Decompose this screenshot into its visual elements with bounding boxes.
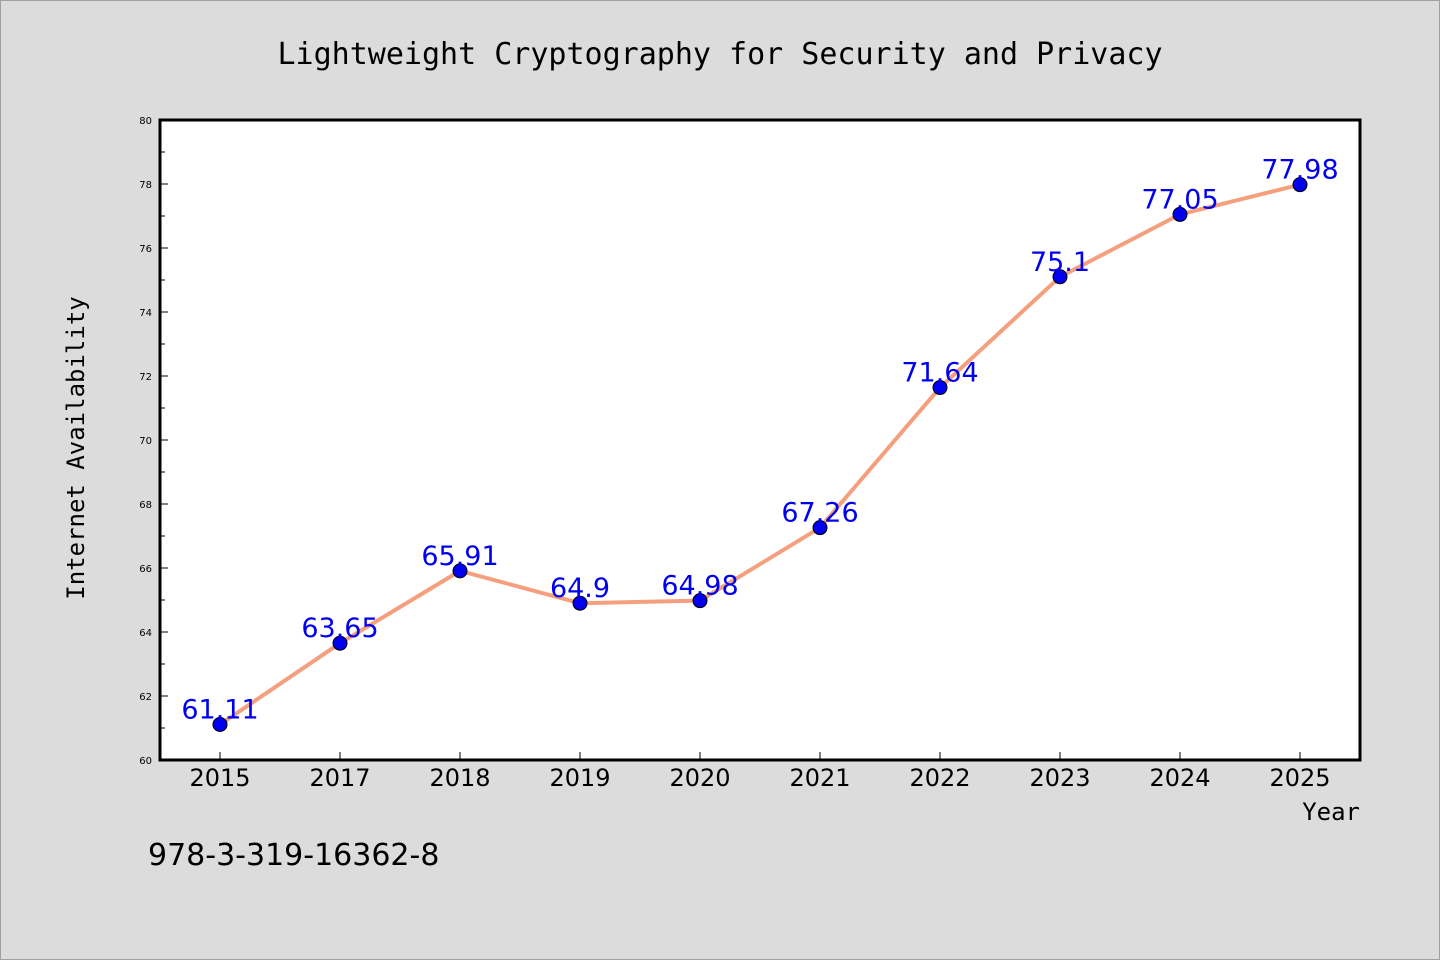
x-tick-label: 2017 [309, 764, 370, 792]
data-label: 65.91 [421, 541, 498, 572]
x-tick-label: 2015 [189, 764, 250, 792]
data-label: 77.98 [1261, 155, 1338, 186]
x-tick-label: 2019 [549, 764, 610, 792]
x-tick-label: 2020 [669, 764, 730, 792]
data-label: 77.05 [1141, 184, 1218, 215]
x-tick-label: 2022 [909, 764, 970, 792]
y-tick-label: 64 [139, 628, 152, 639]
data-point [332, 635, 348, 651]
series-markers [212, 177, 1308, 732]
x-tick-label: 2025 [1269, 764, 1330, 792]
x-tick-label: 2024 [1149, 764, 1210, 792]
data-label: 64.98 [661, 571, 738, 602]
data-point [692, 593, 708, 609]
y-tick-label: 60 [139, 756, 152, 767]
data-point [932, 380, 948, 396]
y-axis-label: Internet Availability [62, 296, 90, 599]
y-tick-label: 72 [139, 372, 152, 383]
chart-title: Lightweight Cryptography for Security an… [277, 37, 1162, 72]
y-tick-label: 74 [139, 308, 152, 319]
data-point [1052, 269, 1068, 285]
data-point [212, 716, 228, 732]
data-label: 63.65 [301, 613, 378, 644]
x-tick-label: 2021 [789, 764, 850, 792]
y-tick-label: 66 [139, 564, 152, 575]
y-tick-label: 76 [139, 244, 152, 255]
data-label: 67.26 [781, 498, 858, 529]
x-tick-label: 2018 [429, 764, 490, 792]
y-tick-label: 78 [139, 180, 152, 191]
data-label: 61.11 [181, 694, 258, 725]
series-line [218, 182, 1301, 727]
data-label: 71.64 [901, 358, 978, 389]
data-point [572, 595, 588, 611]
data-point [1172, 206, 1188, 222]
y-tick-label: 68 [139, 500, 152, 511]
y-tick-label: 70 [139, 436, 152, 447]
plot-frame [158, 118, 1362, 762]
x-axis-label: Year [1302, 798, 1360, 826]
data-label: 75.1 [1030, 247, 1090, 278]
data-point [812, 520, 828, 536]
x-axis-ticks: 2015 2017 2018 2019 2020 2021 2022 2023 2024 2025 [189, 752, 1331, 792]
data-label: 64.9 [550, 573, 610, 604]
footer-id-text: 978-3-319-16362-8 [148, 838, 439, 873]
data-point [1292, 177, 1308, 193]
x-tick-label: 2023 [1029, 764, 1090, 792]
y-tick-label: 62 [139, 692, 152, 703]
data-labels: 61.11 63.65 65.91 64.9 64.98 67.26 71.64 75.1 77… [181, 155, 1338, 726]
data-point [452, 563, 468, 579]
y-tick-label: 80 [139, 116, 152, 127]
